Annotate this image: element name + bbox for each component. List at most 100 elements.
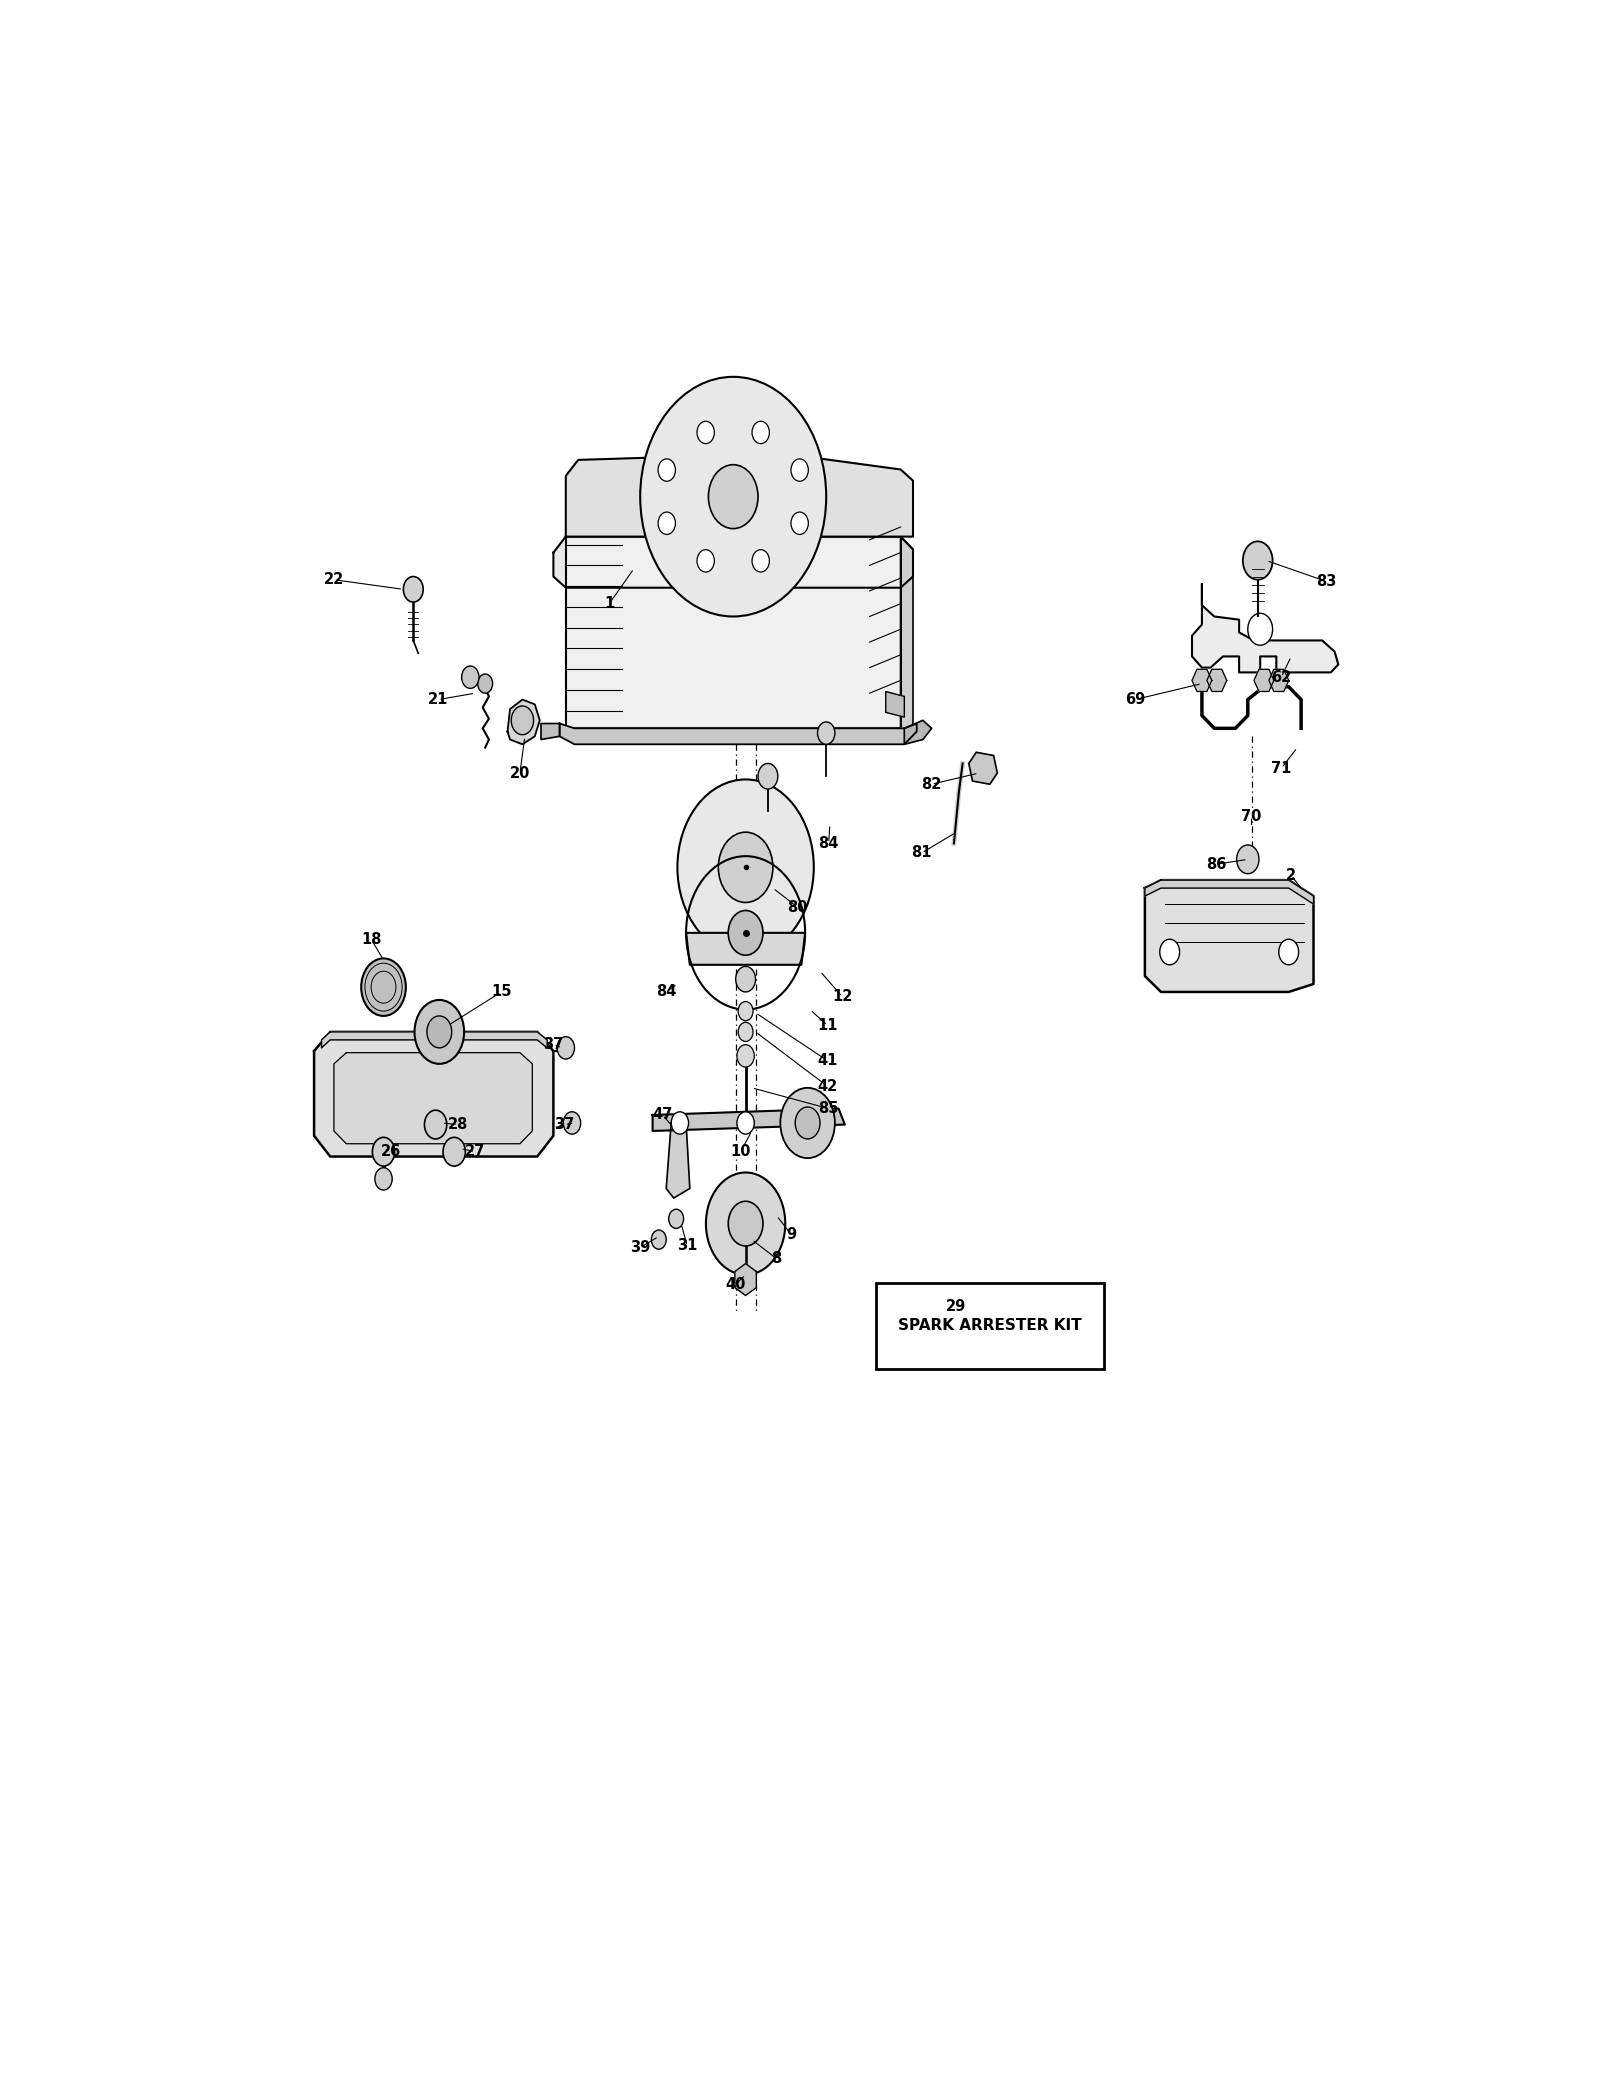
FancyBboxPatch shape <box>875 1282 1104 1370</box>
Polygon shape <box>904 720 931 745</box>
Text: 42: 42 <box>818 1079 837 1094</box>
Polygon shape <box>666 1123 690 1197</box>
Polygon shape <box>334 1052 533 1143</box>
Circle shape <box>1248 614 1272 645</box>
Circle shape <box>728 1201 763 1245</box>
Circle shape <box>640 378 826 616</box>
Text: 29: 29 <box>946 1299 966 1313</box>
Polygon shape <box>314 1031 554 1156</box>
Polygon shape <box>1146 880 1314 992</box>
Circle shape <box>1243 542 1272 579</box>
Circle shape <box>374 1168 392 1191</box>
Text: 84: 84 <box>819 836 838 851</box>
Text: 82: 82 <box>922 776 942 793</box>
Text: 8: 8 <box>771 1251 782 1266</box>
Circle shape <box>818 722 835 745</box>
Circle shape <box>1237 845 1259 874</box>
Polygon shape <box>566 537 901 728</box>
Text: 37: 37 <box>544 1038 563 1052</box>
Text: 9: 9 <box>787 1226 797 1243</box>
Polygon shape <box>541 724 560 739</box>
Circle shape <box>718 832 773 903</box>
Circle shape <box>414 1000 464 1064</box>
Text: 69: 69 <box>1125 693 1146 708</box>
Circle shape <box>1278 940 1299 965</box>
Circle shape <box>781 1087 835 1158</box>
Polygon shape <box>1254 670 1274 691</box>
Circle shape <box>706 1172 786 1274</box>
Circle shape <box>698 550 714 573</box>
Circle shape <box>512 706 533 735</box>
Circle shape <box>738 1044 754 1067</box>
Polygon shape <box>507 699 539 745</box>
Circle shape <box>698 421 714 444</box>
Text: SPARK ARRESTER KIT: SPARK ARRESTER KIT <box>898 1318 1082 1334</box>
Circle shape <box>424 1110 446 1139</box>
Text: 10: 10 <box>730 1143 750 1160</box>
Polygon shape <box>653 1108 845 1131</box>
Text: 37: 37 <box>555 1116 574 1133</box>
Polygon shape <box>560 724 917 745</box>
Text: 70: 70 <box>1242 809 1262 824</box>
Text: 41: 41 <box>818 1054 838 1069</box>
Polygon shape <box>566 454 914 537</box>
Text: 21: 21 <box>427 693 448 708</box>
Circle shape <box>758 764 778 788</box>
Text: 26: 26 <box>381 1143 402 1160</box>
Text: 83: 83 <box>1315 575 1336 589</box>
Circle shape <box>669 1210 683 1228</box>
Circle shape <box>443 1137 466 1166</box>
Circle shape <box>790 513 808 535</box>
Circle shape <box>738 1023 754 1042</box>
Text: 18: 18 <box>362 932 381 946</box>
Circle shape <box>478 674 493 693</box>
Text: 81: 81 <box>912 845 931 861</box>
Circle shape <box>728 911 763 954</box>
Circle shape <box>738 1112 754 1135</box>
Text: 62: 62 <box>1270 670 1291 685</box>
Text: 85: 85 <box>819 1102 838 1116</box>
Text: 12: 12 <box>832 990 853 1004</box>
Circle shape <box>658 459 675 481</box>
Text: 20: 20 <box>510 766 530 780</box>
Text: 11: 11 <box>818 1019 838 1033</box>
Text: 40: 40 <box>725 1276 746 1293</box>
Circle shape <box>738 1002 754 1021</box>
Polygon shape <box>1192 585 1338 672</box>
Circle shape <box>403 577 422 602</box>
Text: 84: 84 <box>656 984 677 1000</box>
Circle shape <box>373 1137 395 1166</box>
Circle shape <box>752 550 770 573</box>
Text: 2: 2 <box>1286 867 1296 882</box>
Text: 28: 28 <box>448 1116 469 1133</box>
Polygon shape <box>1206 670 1227 691</box>
Circle shape <box>677 780 814 955</box>
Circle shape <box>790 459 808 481</box>
Polygon shape <box>1192 670 1211 691</box>
Circle shape <box>563 1112 581 1135</box>
Text: 71: 71 <box>1270 762 1291 776</box>
Circle shape <box>658 513 675 535</box>
Circle shape <box>557 1038 574 1058</box>
Polygon shape <box>734 1264 757 1295</box>
Text: 22: 22 <box>323 573 344 587</box>
Text: 31: 31 <box>677 1239 698 1253</box>
Circle shape <box>736 967 755 992</box>
Circle shape <box>795 1106 819 1139</box>
Circle shape <box>1160 940 1179 965</box>
Circle shape <box>427 1017 451 1048</box>
Text: 86: 86 <box>1206 857 1227 871</box>
Circle shape <box>362 959 406 1017</box>
Polygon shape <box>686 934 805 965</box>
Circle shape <box>672 1112 688 1135</box>
Circle shape <box>709 465 758 529</box>
Polygon shape <box>970 753 997 784</box>
Circle shape <box>462 666 478 689</box>
Polygon shape <box>1269 670 1288 691</box>
Polygon shape <box>886 691 904 718</box>
Circle shape <box>752 421 770 444</box>
Text: 80: 80 <box>787 901 808 915</box>
Circle shape <box>651 1230 666 1249</box>
Text: 27: 27 <box>466 1143 485 1160</box>
Polygon shape <box>901 537 914 737</box>
